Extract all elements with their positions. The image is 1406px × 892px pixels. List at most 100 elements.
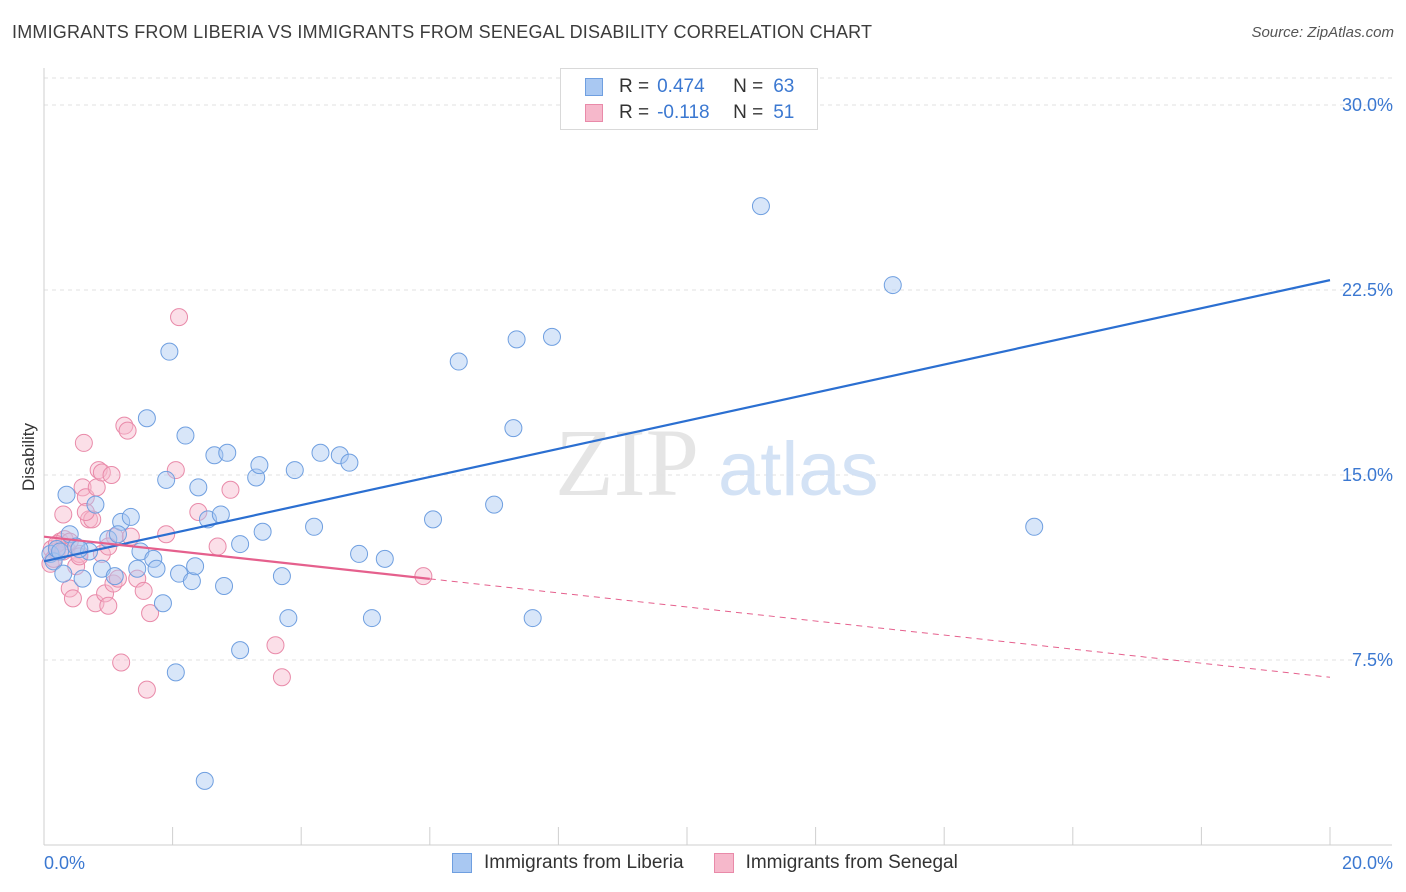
liberia-point: [189, 478, 208, 497]
y-tick-label: 15.0%: [1342, 465, 1393, 485]
liberia-point: [166, 663, 185, 682]
liberia-point: [485, 495, 504, 514]
legend-item-senegal[interactable]: Immigrants from Senegal: [713, 852, 958, 874]
senegal-point: [137, 680, 156, 699]
r-label: R =: [619, 102, 650, 123]
liberia-point: [105, 567, 124, 586]
liberia-point: [424, 510, 443, 529]
n-value: 51: [773, 102, 795, 123]
senegal-point: [189, 503, 208, 521]
y-tick-label: 30.0%: [1342, 95, 1393, 115]
liberia-point: [285, 461, 304, 480]
liberia-point: [449, 352, 468, 371]
legend-label: Immigrants from Senegal: [745, 852, 958, 873]
legend-label: Immigrants from Liberia: [484, 852, 684, 873]
senegal-point: [266, 636, 285, 655]
liberia-point: [137, 409, 156, 428]
senegal-point: [74, 433, 93, 452]
liberia-point: [231, 641, 250, 660]
legend-row-senegal: R = -0.118 N = 51: [585, 101, 794, 125]
liberia-points: [41, 197, 1044, 790]
liberia-point: [57, 485, 76, 504]
n-label: N =: [733, 102, 764, 123]
liberia-point: [176, 426, 195, 445]
senegal-swatch: [713, 853, 734, 873]
liberia-point: [330, 446, 349, 465]
liberia-point: [86, 495, 105, 514]
senegal-point: [272, 668, 291, 687]
senegal-point: [118, 421, 137, 440]
senegal-point: [83, 510, 102, 529]
senegal-trend-extension: [429, 578, 1331, 678]
liberia-point: [250, 456, 269, 475]
correlation-legend: R = 0.474 N = 63 R = -0.118 N = 51: [560, 68, 818, 130]
senegal-point: [115, 416, 134, 435]
axes: [43, 68, 1392, 846]
liberia-point: [305, 517, 324, 536]
liberia-point: [144, 549, 163, 568]
senegal-point: [73, 478, 92, 497]
liberia-point: [375, 549, 394, 568]
liberia-point: [350, 544, 369, 563]
liberia-point: [54, 564, 73, 583]
liberia-point: [1025, 517, 1044, 536]
source-label: Source: ZipAtlas.com: [1251, 24, 1394, 41]
legend-row-liberia: R = 0.474 N = 63: [585, 75, 794, 99]
liberia-point: [340, 453, 359, 472]
tick-labels: 7.5% 15.0% 22.5% 30.0% 0.0% 20.0%: [44, 95, 1393, 873]
senegal-points: [41, 308, 433, 699]
watermark-zip: ZIP: [555, 409, 699, 516]
liberia-point: [186, 557, 205, 576]
liberia-point: [215, 577, 234, 595]
liberia-point: [218, 443, 237, 462]
series-legend: Immigrants from Liberia Immigrants from …: [452, 852, 988, 874]
liberia-point: [157, 470, 176, 489]
liberia-point: [523, 609, 542, 628]
senegal-point: [63, 589, 82, 608]
liberia-point: [311, 443, 330, 462]
liberia-point: [51, 542, 70, 561]
chart-title: IMMIGRANTS FROM LIBERIA VS IMMIGRANTS FR…: [12, 22, 873, 42]
r-value: -0.118: [657, 102, 710, 123]
liberia-swatch: [452, 853, 472, 873]
y-axis-label: Disability: [19, 422, 38, 491]
senegal-point: [141, 604, 160, 623]
r-label: R =: [619, 76, 650, 97]
liberia-point: [160, 342, 179, 361]
liberia-point: [542, 327, 561, 346]
senegal-point: [208, 537, 227, 556]
legend-item-liberia[interactable]: Immigrants from Liberia: [452, 852, 684, 874]
liberia-point: [504, 419, 523, 438]
senegal-point: [99, 596, 118, 615]
liberia-point: [231, 535, 250, 554]
liberia-point: [182, 572, 201, 591]
liberia-point: [73, 569, 92, 588]
gridlines: [44, 77, 1392, 661]
watermark-atlas: atlas: [718, 427, 879, 512]
n-value: 63: [773, 76, 795, 97]
liberia-point: [883, 276, 902, 295]
liberia-point: [507, 330, 526, 349]
x-tick-label: 0.0%: [44, 853, 85, 873]
senegal-point: [54, 505, 73, 524]
senegal-point: [108, 569, 127, 588]
senegal-point: [221, 480, 240, 499]
liberia-point: [128, 559, 147, 578]
senegal-point: [102, 466, 121, 484]
liberia-point: [751, 197, 770, 216]
y-tick-label: 7.5%: [1352, 650, 1393, 670]
senegal-point: [414, 567, 433, 586]
liberia-point: [362, 609, 381, 628]
liberia-point: [121, 507, 140, 526]
senegal-point: [170, 308, 189, 327]
senegal-point: [76, 503, 95, 521]
senegal-point: [60, 579, 79, 598]
liberia-swatch: [585, 78, 603, 96]
liberia-point: [253, 522, 272, 541]
r-value: 0.474: [657, 76, 705, 97]
senegal-point: [112, 653, 131, 672]
liberia-point: [195, 771, 214, 790]
y-tick-label: 22.5%: [1342, 280, 1393, 300]
senegal-point: [166, 461, 185, 480]
